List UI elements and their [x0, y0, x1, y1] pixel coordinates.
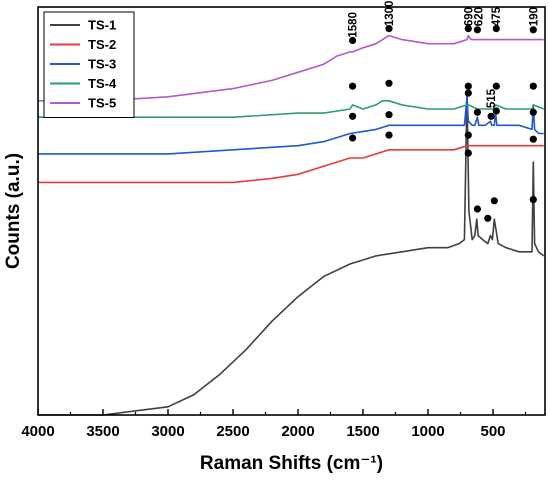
- x-tick-label: 1500: [346, 423, 379, 440]
- x-tick-label: 3000: [151, 423, 184, 440]
- peak-marker: [385, 79, 393, 87]
- x-axis-title: Raman Shifts (cm⁻¹): [200, 453, 383, 474]
- peak-marker: [492, 25, 500, 33]
- legend-label-ts-5: TS-5: [88, 96, 116, 111]
- peak-marker: [349, 82, 357, 90]
- peak-marker: [464, 131, 472, 139]
- peak-marker: [473, 26, 481, 34]
- x-tick-label: 1000: [411, 423, 444, 440]
- legend-label-ts-2: TS-2: [88, 37, 116, 52]
- peak-marker: [529, 26, 537, 34]
- peak-marker: [492, 107, 500, 115]
- x-tick-label: 2000: [281, 423, 314, 440]
- x-axis-title-text: Raman Shifts (cm⁻¹): [200, 453, 383, 474]
- peak-marker: [349, 112, 357, 120]
- peak-label-620: 620: [474, 7, 486, 26]
- peak-marker: [349, 134, 357, 142]
- series-line-ts-2: [38, 144, 544, 184]
- peak-marker: [473, 205, 481, 213]
- peak-marker: [529, 135, 537, 143]
- y-axis-title-text: Counts (a.u.): [3, 153, 24, 269]
- peak-marker: [464, 89, 472, 97]
- legend-label-ts-1: TS-1: [88, 18, 116, 33]
- peak-label-515: 515: [486, 88, 498, 108]
- peak-marker: [464, 25, 472, 33]
- legend: TS-1 TS-2 TS-3 TS-4 TS-5: [43, 11, 135, 118]
- legend-label-ts-3: TS-3: [88, 57, 116, 72]
- peak-marker: [529, 82, 537, 90]
- peak-label-190: 190: [528, 7, 540, 26]
- peak-marker: [484, 214, 492, 222]
- peak-marker: [464, 149, 472, 157]
- peak-marker: [385, 131, 393, 139]
- peak-marker: [473, 108, 481, 116]
- legend-label-ts-4: TS-4: [88, 76, 117, 91]
- plot-border: [37, 6, 546, 416]
- peak-label-1580: 1580: [348, 12, 360, 38]
- x-tick-label: 500: [480, 423, 505, 440]
- peak-marker: [492, 82, 500, 90]
- series-line-ts-4: [38, 100, 544, 118]
- peak-label-475: 475: [491, 6, 503, 26]
- peak-marker: [385, 111, 393, 119]
- x-axis: 4000 3500 3000 2500 2000 1500 1000 500: [21, 409, 527, 440]
- y-axis-title: Counts (a.u.): [3, 153, 24, 269]
- peak-marker: [385, 25, 393, 33]
- plot-frame: [37, 6, 546, 416]
- peak-marker: [349, 36, 357, 45]
- peak-label-690: 690: [463, 7, 475, 26]
- x-tick-label: 2500: [216, 423, 249, 440]
- series-line-ts-1: [38, 91, 545, 416]
- peak-marker: [529, 108, 537, 116]
- peak-marker: [464, 82, 472, 90]
- peak-label-1300: 1300: [384, 1, 396, 27]
- x-tick-label: 4000: [21, 423, 54, 440]
- peak-markers: [349, 25, 537, 222]
- x-tick-label: 3500: [86, 423, 119, 440]
- spectrum-curves: [38, 34, 545, 416]
- peak-marker: [487, 112, 495, 120]
- series-line-ts-3: [38, 96, 544, 155]
- series-line-ts-5: [38, 34, 544, 102]
- peak-marker: [490, 197, 498, 205]
- peak-marker: [529, 196, 537, 204]
